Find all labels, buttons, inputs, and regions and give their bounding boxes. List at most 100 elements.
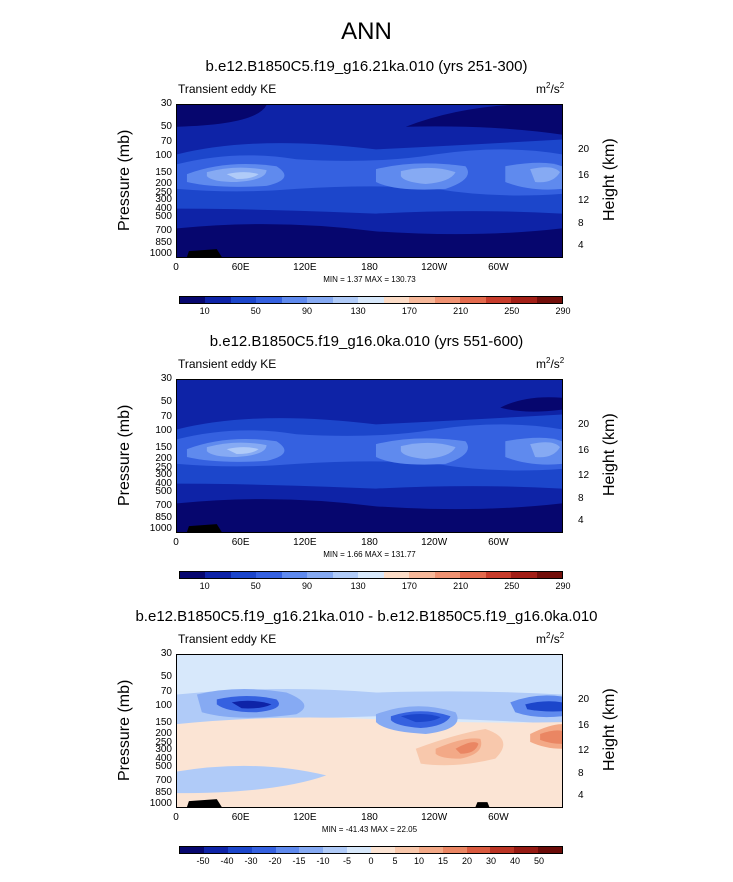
colorbar-tick-label: 20 bbox=[461, 856, 472, 866]
colorbar-tick-label: 130 bbox=[350, 581, 366, 591]
pressure-tick-label: 250 bbox=[155, 736, 172, 748]
colorbar-swatch bbox=[256, 297, 282, 303]
height-tick-label: 4 bbox=[578, 239, 584, 251]
height-tick-label: 12 bbox=[578, 745, 590, 757]
y-axis-label: Pressure (mb) bbox=[116, 679, 133, 781]
colorbar bbox=[179, 296, 563, 304]
pressure-tick-label: 850 bbox=[155, 237, 172, 249]
pressure-tick-label: 30 bbox=[160, 98, 172, 109]
colorbar-swatch bbox=[485, 572, 512, 578]
y-axis-right-label: Height (km) bbox=[601, 413, 618, 496]
colorbar-swatch bbox=[536, 572, 563, 578]
pressure-tick-label: 200 bbox=[155, 728, 172, 740]
height-tick-label: 20 bbox=[578, 694, 590, 706]
height-tick-label: 16 bbox=[578, 720, 590, 732]
pressure-tick-label: 200 bbox=[155, 453, 172, 465]
pressure-tick-label: 150 bbox=[155, 166, 172, 178]
pressure-tick-label: 200 bbox=[155, 178, 172, 190]
chart-panel: b.e12.B1850C5.f19_g16.21ka.010 (yrs 251-… bbox=[0, 58, 733, 332]
y-axis-label: Pressure (mb) bbox=[116, 129, 133, 231]
colorbar-swatch bbox=[307, 297, 333, 303]
heatmap-plot bbox=[176, 104, 563, 258]
pressure-tick-label: 50 bbox=[160, 121, 172, 133]
colorbar-tick-label: 170 bbox=[401, 306, 417, 316]
height-tick-label: 4 bbox=[578, 514, 584, 526]
colorbar-tick-label: 40 bbox=[509, 856, 520, 866]
longitude-tick-label: 60E bbox=[231, 262, 250, 273]
pressure-tick-label: 400 bbox=[155, 478, 172, 490]
colorbar-swatch bbox=[251, 847, 276, 853]
colorbar-swatch bbox=[460, 572, 486, 578]
variable-label: Transient eddy KE bbox=[178, 357, 277, 371]
longitude-tick-label: 180 bbox=[361, 537, 378, 548]
colorbar-tick-label: 250 bbox=[504, 581, 520, 591]
pressure-tick-label: 400 bbox=[155, 203, 172, 215]
colorbar-tick-label: -50 bbox=[196, 856, 210, 866]
units-label: m2/s2 bbox=[536, 631, 565, 646]
colorbar-swatch bbox=[409, 297, 435, 303]
field-region bbox=[226, 172, 259, 180]
pressure-tick-label: 150 bbox=[155, 716, 172, 728]
longitude-tick-label: 60W bbox=[488, 262, 509, 273]
pressure-tick-label: 30 bbox=[160, 648, 172, 659]
min-max-label: MIN = -41.43 MAX = 22.05 bbox=[321, 825, 418, 834]
colorbar-tick-label: -20 bbox=[268, 856, 282, 866]
colorbar-swatch bbox=[514, 847, 539, 853]
colorbar-swatch bbox=[230, 572, 257, 578]
longitude-tick-label: 120W bbox=[421, 262, 448, 273]
pressure-tick-label: 850 bbox=[155, 512, 172, 524]
field-region bbox=[400, 442, 456, 459]
colorbar-swatch bbox=[332, 297, 359, 303]
colorbar-swatch bbox=[434, 572, 461, 578]
colorbar-tick-label: 5 bbox=[392, 856, 398, 866]
height-tick-label: 20 bbox=[578, 144, 590, 156]
colorbar-tick-label: -30 bbox=[244, 856, 258, 866]
longitude-tick-label: 180 bbox=[361, 262, 378, 273]
heatmap-plot bbox=[176, 379, 563, 533]
colorbar-swatch bbox=[466, 847, 491, 853]
pressure-tick-label: 100 bbox=[155, 424, 172, 436]
variable-label: Transient eddy KE bbox=[178, 82, 277, 96]
pressure-tick-label: 500 bbox=[155, 761, 172, 773]
colorbar-swatch bbox=[180, 297, 206, 303]
pressure-tick-label: 70 bbox=[160, 135, 172, 147]
colorbar-tick-label: 10 bbox=[199, 306, 210, 316]
height-tick-label: 8 bbox=[578, 218, 584, 230]
pressure-tick-label: 50 bbox=[160, 671, 172, 683]
longitude-tick-label: 120W bbox=[421, 812, 448, 823]
y-axis-right-label: Height (km) bbox=[601, 138, 618, 221]
colorbar-swatch bbox=[332, 572, 359, 578]
pressure-tick-label: 300 bbox=[155, 744, 172, 756]
field-region bbox=[400, 713, 441, 723]
field-region bbox=[500, 397, 562, 412]
longitude-tick-label: 0 bbox=[173, 537, 179, 548]
pressure-tick-label: 1000 bbox=[149, 798, 172, 810]
pressure-tick-label: 700 bbox=[155, 500, 172, 512]
colorbar-swatch bbox=[281, 297, 308, 303]
topography bbox=[475, 802, 490, 807]
pressure-tick-label: 850 bbox=[155, 787, 172, 799]
pressure-tick-label: 500 bbox=[155, 486, 172, 498]
pressure-tick-label: 30 bbox=[160, 373, 172, 384]
field-region bbox=[177, 765, 327, 794]
height-tick-label: 12 bbox=[578, 470, 590, 482]
colorbar-tick-label: 250 bbox=[504, 306, 520, 316]
colorbar-tick-label: 290 bbox=[555, 306, 571, 316]
colorbar-swatch bbox=[358, 572, 384, 578]
units-label: m2/s2 bbox=[536, 356, 565, 371]
colorbar-tick-label: 50 bbox=[533, 856, 544, 866]
longitude-tick-label: 0 bbox=[173, 262, 179, 273]
colorbar-swatch bbox=[371, 847, 395, 853]
colorbar-swatch bbox=[205, 572, 231, 578]
height-tick-label: 4 bbox=[578, 789, 584, 801]
field-region bbox=[455, 742, 479, 754]
colorbar-swatch bbox=[256, 572, 282, 578]
heatmap-field bbox=[177, 105, 562, 257]
colorbar-tick-label: 30 bbox=[485, 856, 496, 866]
pressure-tick-label: 300 bbox=[155, 194, 172, 206]
field-region bbox=[400, 167, 456, 184]
longitude-tick-label: 120E bbox=[293, 537, 317, 548]
pressure-tick-label: 250 bbox=[155, 186, 172, 198]
colorbar-swatch bbox=[538, 847, 562, 853]
pressure-tick-label: 50 bbox=[160, 396, 172, 408]
